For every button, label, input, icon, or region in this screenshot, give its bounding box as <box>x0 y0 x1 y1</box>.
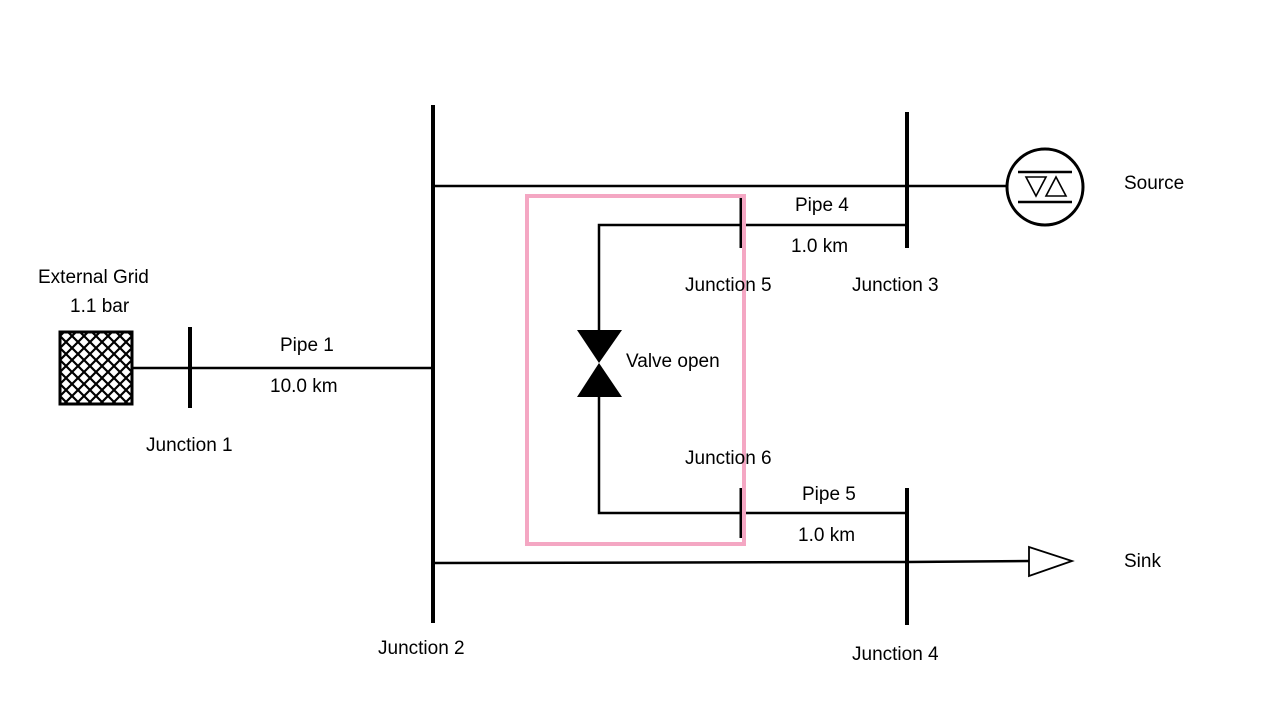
pipe-1-length: 10.0 km <box>270 376 338 397</box>
sink-label: Sink <box>1124 551 1161 572</box>
junction-6-label: Junction 6 <box>685 448 772 469</box>
valve-branch-lower <box>597 397 741 515</box>
junction-5-label: Junction 5 <box>685 275 772 296</box>
source-icon[interactable] <box>1005 147 1085 227</box>
pipe-4-name: Pipe 4 <box>795 195 849 216</box>
valve-branch-upper <box>597 223 741 330</box>
pipe-1-name: Pipe 1 <box>280 335 334 356</box>
junction-1-label: Junction 1 <box>146 435 233 456</box>
pipe-5-length: 1.0 km <box>798 525 856 546</box>
junction-4-label: Junction 4 <box>852 644 939 665</box>
external-grid-icon[interactable] <box>58 330 134 406</box>
junction-2-label: Junction 2 <box>378 638 465 659</box>
external-grid-pressure: 1.1 bar <box>70 296 130 317</box>
valve-label: Valve open <box>626 352 720 371</box>
junction-3-label: Junction 3 <box>852 275 939 296</box>
pipe-4-length: 1.0 km <box>791 236 849 257</box>
sink-icon[interactable] <box>1028 545 1075 578</box>
pipe-3-line[interactable] <box>432 560 908 565</box>
external-grid-label: External Grid <box>38 267 149 288</box>
valve-icon[interactable] <box>577 330 622 397</box>
source-label: Source <box>1124 173 1185 194</box>
sink-connection <box>906 559 1031 564</box>
highlight-box <box>525 194 746 546</box>
pipe-5-name: Pipe 5 <box>802 484 856 505</box>
